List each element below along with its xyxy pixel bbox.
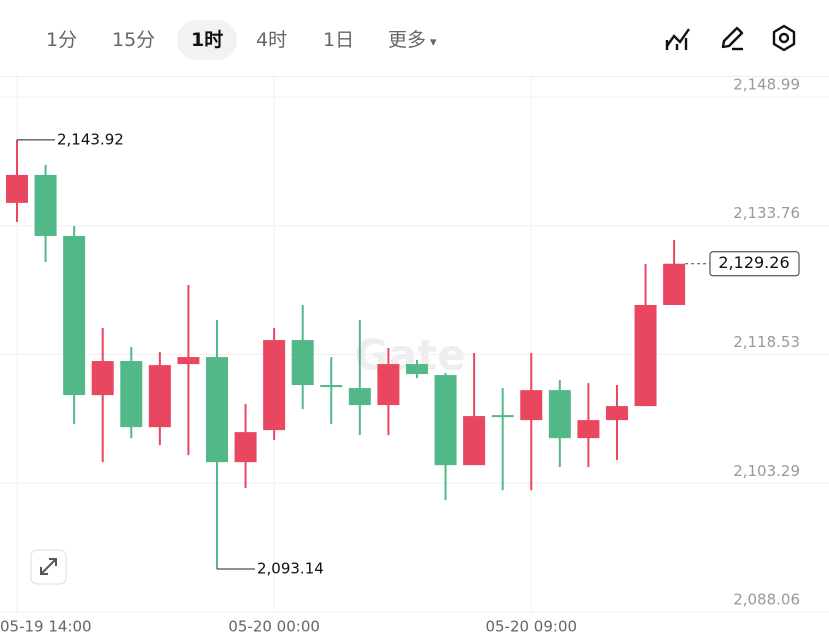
indicator-icon[interactable]	[664, 24, 692, 52]
interval-tab[interactable]: 1分	[46, 29, 78, 51]
candle-body	[63, 235, 86, 396]
draw-icon[interactable]	[718, 24, 746, 52]
candle-body	[234, 432, 257, 463]
candle-body	[377, 364, 400, 406]
low-label: 2,093.14	[257, 560, 324, 578]
candle-body	[577, 420, 600, 439]
candle-body	[120, 361, 143, 428]
candle-body	[548, 390, 571, 439]
x-tick-label: 05-20 09:00	[485, 618, 577, 636]
y-tick-label: 2,148.99	[733, 75, 800, 93]
high-label: 2,143.92	[57, 130, 124, 148]
candle-body	[634, 304, 657, 407]
candle-body	[148, 365, 171, 428]
candle-body	[177, 357, 200, 365]
settings-icon[interactable]	[770, 24, 798, 52]
candle-body	[348, 388, 371, 406]
candle-body	[205, 357, 228, 463]
x-tick-label: 05-20 00:00	[228, 618, 320, 636]
candle-body	[405, 364, 428, 375]
candle-body	[263, 340, 286, 431]
interval-tab[interactable]: 4时	[256, 29, 288, 51]
expand-button[interactable]	[30, 549, 67, 585]
more-label[interactable]: 更多	[388, 29, 427, 51]
candle-body	[91, 361, 114, 396]
last-price-label: 2,129.26	[718, 253, 789, 272]
candle-body	[491, 415, 514, 418]
interval-tab[interactable]: 1时	[177, 20, 238, 60]
y-tick-label: 2,133.76	[733, 204, 800, 222]
candle-body	[291, 340, 314, 386]
more-tab[interactable]: 更多 ▾	[374, 20, 451, 60]
candle-body	[320, 385, 343, 388]
last-price-box	[709, 251, 800, 277]
y-tick-label: 2,118.53	[733, 333, 800, 351]
x-tick-label: 05-19 14:00	[0, 618, 92, 636]
interval-tab[interactable]: 1日	[323, 29, 355, 51]
candle-body	[663, 263, 686, 305]
interval-tab[interactable]: 15分	[112, 29, 156, 51]
candle-body	[6, 174, 28, 203]
candle-body	[520, 390, 543, 421]
candle-body	[605, 406, 628, 421]
y-tick-label: 2,088.06	[733, 591, 800, 609]
candle-body	[463, 416, 486, 466]
toolbar: 1分 15分 1时 4时 1日 更多 ▾	[0, 0, 829, 77]
candle-body	[434, 375, 457, 466]
y-tick-label: 2,103.29	[733, 462, 800, 480]
candle-body	[34, 174, 57, 236]
dropdown-arrow[interactable]: ▾	[430, 35, 437, 50]
